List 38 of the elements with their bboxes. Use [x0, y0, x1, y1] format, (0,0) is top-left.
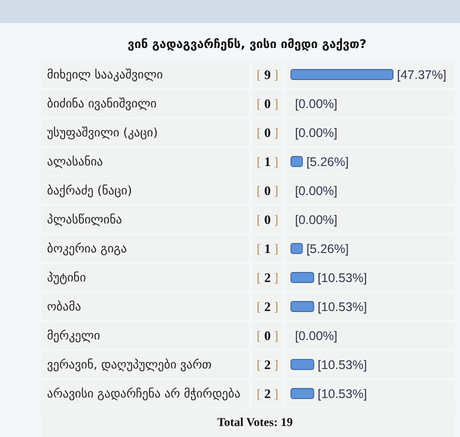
- annotation: [0.00%]: [295, 184, 338, 198]
- annotation: [10.53%]: [318, 270, 368, 285]
- y-tick-label: არავისი გადარჩენა არ მჭირდება: [47, 386, 240, 401]
- annotation: [47.37%]: [397, 68, 446, 82]
- y-tick-label: მიხეილ სააკაშვილი: [47, 68, 163, 82]
- annotation: [0.00%]: [295, 212, 338, 227]
- y-tick-label: უსუფაშვილი (კაცი): [47, 126, 158, 140]
- data-label: [ 1 ]: [256, 154, 278, 170]
- annotation: [10.53%]: [318, 358, 368, 372]
- annotation: [5.26%]: [306, 242, 349, 256]
- annotation: [0.00%]: [295, 328, 338, 343]
- annotation: [0.00%]: [295, 126, 338, 140]
- y-tick-label: მერკელი: [47, 328, 100, 343]
- y-tick-label: ვერავინ, დაღუპულები ვართ: [47, 358, 212, 372]
- annotation: [10.53%]: [318, 300, 368, 314]
- y-tick-label: ობამა: [47, 300, 82, 314]
- annotation: [0.00%]: [295, 96, 338, 111]
- y-tick-label: ბაქრაძე (ნაცი): [47, 184, 132, 198]
- chart-title: ვინ გადაგვარჩენს, ვისი იმედი გაქვთ?: [128, 37, 366, 52]
- data-label: [ 1 ]: [256, 241, 278, 256]
- data-label: [ 0 ]: [256, 212, 278, 228]
- y-tick-label: პლასწილინა: [47, 212, 122, 227]
- text: Total Votes: 19: [217, 415, 293, 430]
- data-label: [ 2 ]: [256, 270, 278, 286]
- annotation: [10.53%]: [318, 386, 368, 401]
- data-label: [ 0 ]: [256, 328, 278, 344]
- data-label: [ 0 ]: [256, 183, 278, 198]
- y-tick-label: პუტინი: [47, 270, 86, 285]
- data-label: [ 0 ]: [256, 125, 278, 140]
- data-label: [ 9 ]: [256, 67, 278, 82]
- data-label: [ 2 ]: [256, 299, 278, 314]
- data-label: [ 2 ]: [256, 386, 278, 402]
- annotation: [5.26%]: [306, 154, 349, 169]
- data-label: [ 2 ]: [256, 357, 278, 372]
- y-tick-label: ალასანია: [47, 154, 103, 169]
- data-label: [ 0 ]: [256, 96, 278, 112]
- y-tick-label: ბოკერია გიგა: [47, 242, 127, 256]
- y-tick-label: ბიძინა ივანიშვილი: [47, 96, 157, 111]
